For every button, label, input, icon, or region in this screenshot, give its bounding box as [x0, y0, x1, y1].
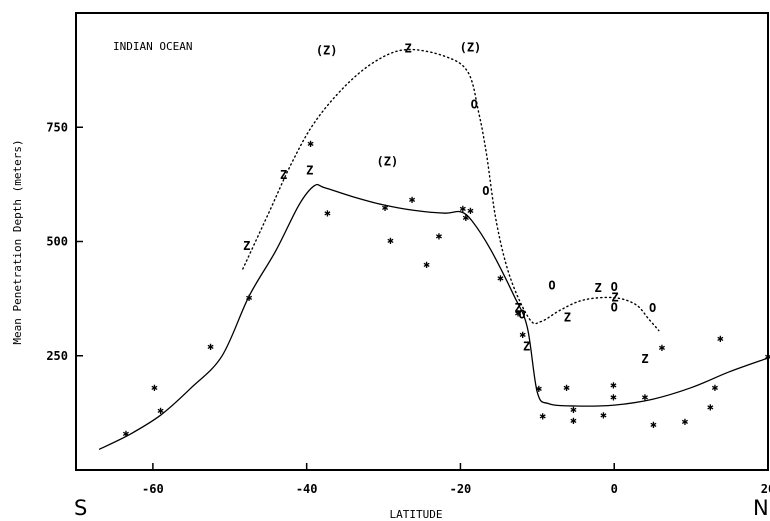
solid-curve — [98, 183, 769, 450]
z-point: Z — [306, 164, 313, 178]
asterisk-point: ✱ — [642, 390, 649, 403]
asterisk-point: ✱ — [563, 381, 570, 394]
z-point: Z — [594, 281, 601, 295]
x-tick-label: -60 — [142, 482, 164, 496]
asterisk-point: ✱ — [610, 390, 617, 403]
asterisk-point: ✱ — [463, 211, 470, 224]
asterisk-point: ✱ — [659, 341, 666, 354]
z-point: Z — [243, 239, 250, 253]
asterisk-point: ✱ — [497, 272, 504, 285]
o-point: O — [611, 300, 618, 314]
y-tick-label: 250 — [46, 349, 68, 363]
asterisk-point: ✱ — [382, 201, 389, 214]
asterisk-point: ✱ — [409, 193, 416, 206]
asterisk-point: ✱ — [650, 418, 657, 431]
asterisk-point: ✱ — [570, 414, 577, 427]
z-point: Z — [523, 340, 530, 354]
asterisk-point: ✱ — [610, 378, 617, 391]
o-point: O — [482, 184, 489, 198]
asterisk-point: ✱ — [123, 427, 130, 440]
ticks: -60 -40 -20 0 20 250 500 750 — [46, 120, 770, 496]
z-point: Z — [280, 168, 287, 182]
o-point: O — [548, 278, 555, 292]
asterisk-point: ✱ — [519, 328, 526, 341]
x-tick-label: 0 — [611, 482, 618, 496]
curves — [98, 48, 769, 450]
chart-title: INDIAN OCEAN — [113, 40, 192, 53]
asterisk-point: ✱ — [423, 258, 430, 271]
y-tick-label: 750 — [46, 120, 68, 134]
asterisk-point: ✱ — [712, 381, 719, 394]
asterisk-point: ✱ — [539, 410, 546, 423]
o-point: O — [518, 308, 525, 322]
dotted-curve — [242, 48, 660, 332]
z-point: Z — [514, 301, 521, 315]
asterisk-point: ✱ — [157, 404, 164, 417]
asterisk-point: ✱ — [246, 291, 253, 304]
asterisk-point: ✱ — [307, 137, 314, 150]
asterisk-point: ✱ — [707, 400, 714, 413]
asterisk-point: ✱ — [682, 415, 689, 428]
o-point: O — [611, 280, 618, 294]
asterisk-point: ✱ — [436, 230, 443, 243]
z-point: Z — [611, 291, 618, 305]
z-point: Z — [641, 352, 648, 366]
corner-label-north: N — [753, 496, 769, 520]
z-point: (Z) — [316, 43, 338, 57]
data-points: ✱✱✱✱✱✱✱ ✱✱✱✱✱✱✱✱✱✱✱✱✱✱✱✱ ✱✱✱ ✱✱ ✱✱✱✱✱✱ZZ ZZZZ… — [123, 40, 770, 440]
asterisk-point: ✱ — [536, 382, 543, 395]
asterisk-point: ✱ — [765, 350, 770, 363]
asterisk-point: ✱ — [459, 202, 466, 215]
asterisk-point: ✱ — [515, 307, 522, 320]
o-point: O — [649, 301, 656, 315]
asterisk-point: ✱ — [324, 207, 331, 220]
x-tick-label: -20 — [450, 482, 472, 496]
x-tick-label: 20 — [761, 482, 770, 496]
z-point: Z — [564, 310, 571, 324]
asterisk-point: ✱ — [207, 340, 214, 353]
asterisk-point: ✱ — [151, 381, 158, 394]
asterisk-point: ✱ — [467, 204, 474, 217]
asterisk-point: ✱ — [387, 234, 394, 247]
z-point: (Z) — [460, 40, 482, 54]
x-axis-label: LATITUDE — [390, 508, 443, 521]
o-point: O — [471, 97, 478, 111]
y-tick-label: 500 — [46, 235, 68, 249]
corner-label-south: S — [74, 496, 87, 520]
asterisk-point: ✱ — [570, 403, 577, 416]
plot-frame — [75, 12, 769, 471]
axes — [75, 12, 769, 471]
x-tick-label: -40 — [296, 482, 318, 496]
asterisk-point: ✱ — [717, 332, 724, 345]
y-axis-label: Mean Penetration Depth (meters) — [11, 139, 24, 344]
asterisk-point: ✱ — [600, 409, 607, 422]
z-point: (Z) — [377, 155, 399, 169]
z-point: Z — [405, 42, 412, 56]
